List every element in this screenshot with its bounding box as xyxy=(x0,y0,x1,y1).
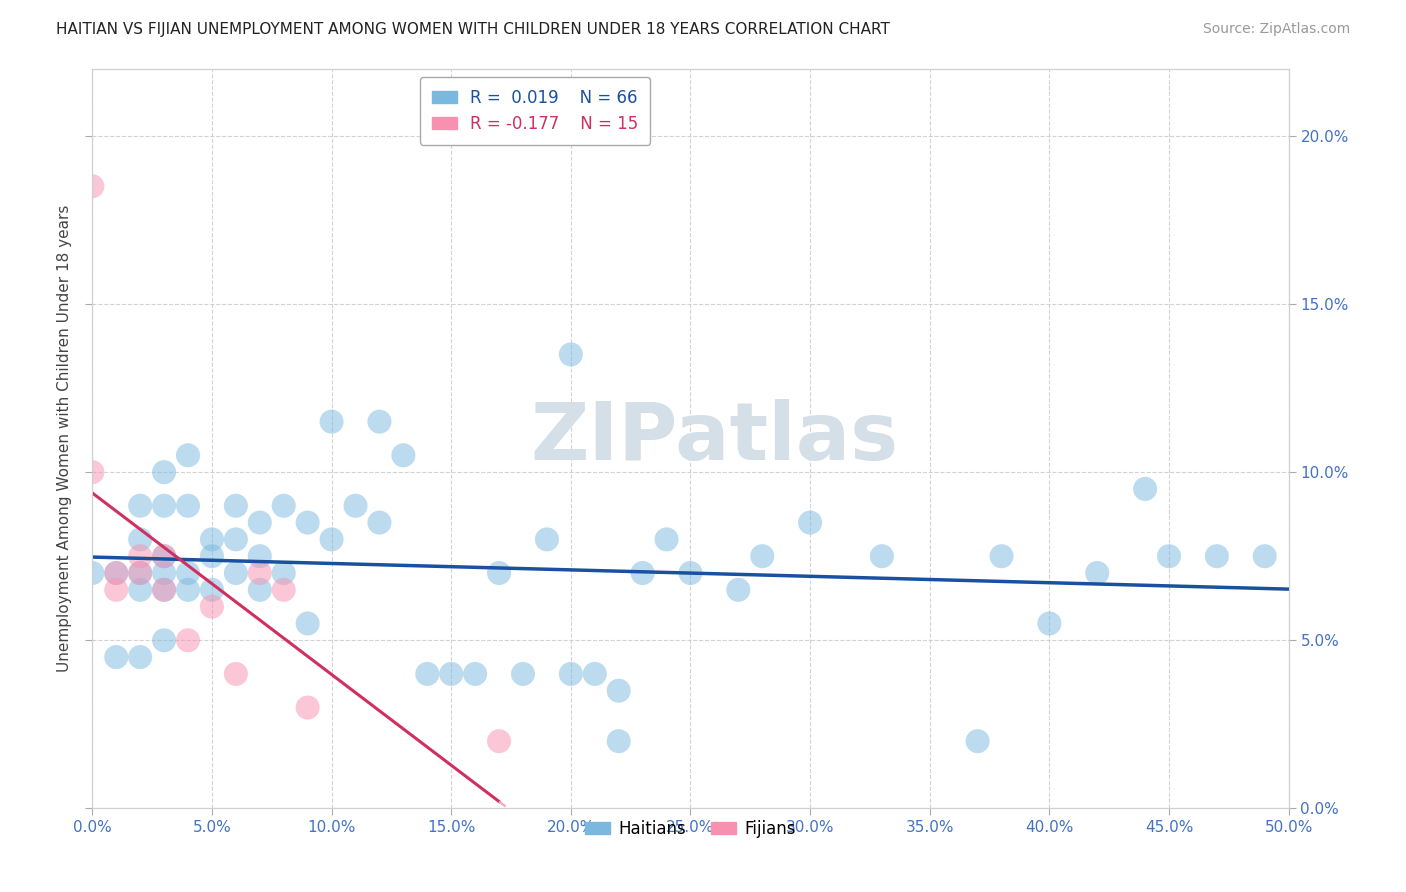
Point xyxy=(799,516,821,530)
Point xyxy=(607,683,630,698)
Point xyxy=(488,566,510,580)
Point xyxy=(1133,482,1156,496)
Point xyxy=(249,549,271,564)
Point xyxy=(1085,566,1108,580)
Point xyxy=(751,549,773,564)
Point xyxy=(105,566,128,580)
Point xyxy=(273,566,295,580)
Text: ZIPatlas: ZIPatlas xyxy=(530,400,898,477)
Point xyxy=(321,415,343,429)
Point xyxy=(440,667,463,681)
Point xyxy=(488,734,510,748)
Point xyxy=(129,549,152,564)
Point xyxy=(249,566,271,580)
Point xyxy=(368,415,391,429)
Point xyxy=(464,667,486,681)
Point xyxy=(273,499,295,513)
Point xyxy=(679,566,702,580)
Point xyxy=(1254,549,1277,564)
Point xyxy=(225,566,247,580)
Point xyxy=(201,533,224,547)
Point xyxy=(129,566,152,580)
Point xyxy=(153,582,176,597)
Point xyxy=(105,650,128,665)
Point xyxy=(82,465,104,479)
Point xyxy=(990,549,1012,564)
Point xyxy=(560,347,582,361)
Text: Source: ZipAtlas.com: Source: ZipAtlas.com xyxy=(1202,22,1350,37)
Point xyxy=(153,633,176,648)
Point xyxy=(225,499,247,513)
Point xyxy=(368,516,391,530)
Point xyxy=(177,499,200,513)
Point xyxy=(583,667,606,681)
Legend: Haitians, Fijians: Haitians, Fijians xyxy=(578,814,803,845)
Point xyxy=(105,582,128,597)
Point xyxy=(129,499,152,513)
Point xyxy=(607,734,630,748)
Point xyxy=(153,549,176,564)
Point xyxy=(1157,549,1180,564)
Point xyxy=(153,465,176,479)
Text: HAITIAN VS FIJIAN UNEMPLOYMENT AMONG WOMEN WITH CHILDREN UNDER 18 YEARS CORRELAT: HAITIAN VS FIJIAN UNEMPLOYMENT AMONG WOM… xyxy=(56,22,890,37)
Point xyxy=(82,566,104,580)
Point xyxy=(201,599,224,614)
Point xyxy=(225,667,247,681)
Point xyxy=(225,533,247,547)
Point xyxy=(153,582,176,597)
Point xyxy=(966,734,988,748)
Point xyxy=(655,533,678,547)
Point xyxy=(560,667,582,681)
Point xyxy=(201,582,224,597)
Point xyxy=(344,499,367,513)
Point xyxy=(177,582,200,597)
Point xyxy=(727,582,749,597)
Point xyxy=(536,533,558,547)
Point xyxy=(82,179,104,194)
Point xyxy=(153,499,176,513)
Point xyxy=(105,566,128,580)
Point xyxy=(416,667,439,681)
Point xyxy=(177,448,200,462)
Point xyxy=(512,667,534,681)
Point xyxy=(129,582,152,597)
Point xyxy=(631,566,654,580)
Point xyxy=(129,566,152,580)
Point xyxy=(153,549,176,564)
Point xyxy=(201,549,224,564)
Point xyxy=(1205,549,1227,564)
Point xyxy=(297,700,319,714)
Point xyxy=(1038,616,1060,631)
Point xyxy=(392,448,415,462)
Point xyxy=(177,633,200,648)
Point xyxy=(249,516,271,530)
Point xyxy=(153,566,176,580)
Point xyxy=(297,616,319,631)
Point xyxy=(870,549,893,564)
Point xyxy=(321,533,343,547)
Y-axis label: Unemployment Among Women with Children Under 18 years: Unemployment Among Women with Children U… xyxy=(58,205,72,673)
Point xyxy=(129,650,152,665)
Point xyxy=(129,533,152,547)
Point xyxy=(273,582,295,597)
Point xyxy=(249,582,271,597)
Point xyxy=(177,566,200,580)
Point xyxy=(297,516,319,530)
